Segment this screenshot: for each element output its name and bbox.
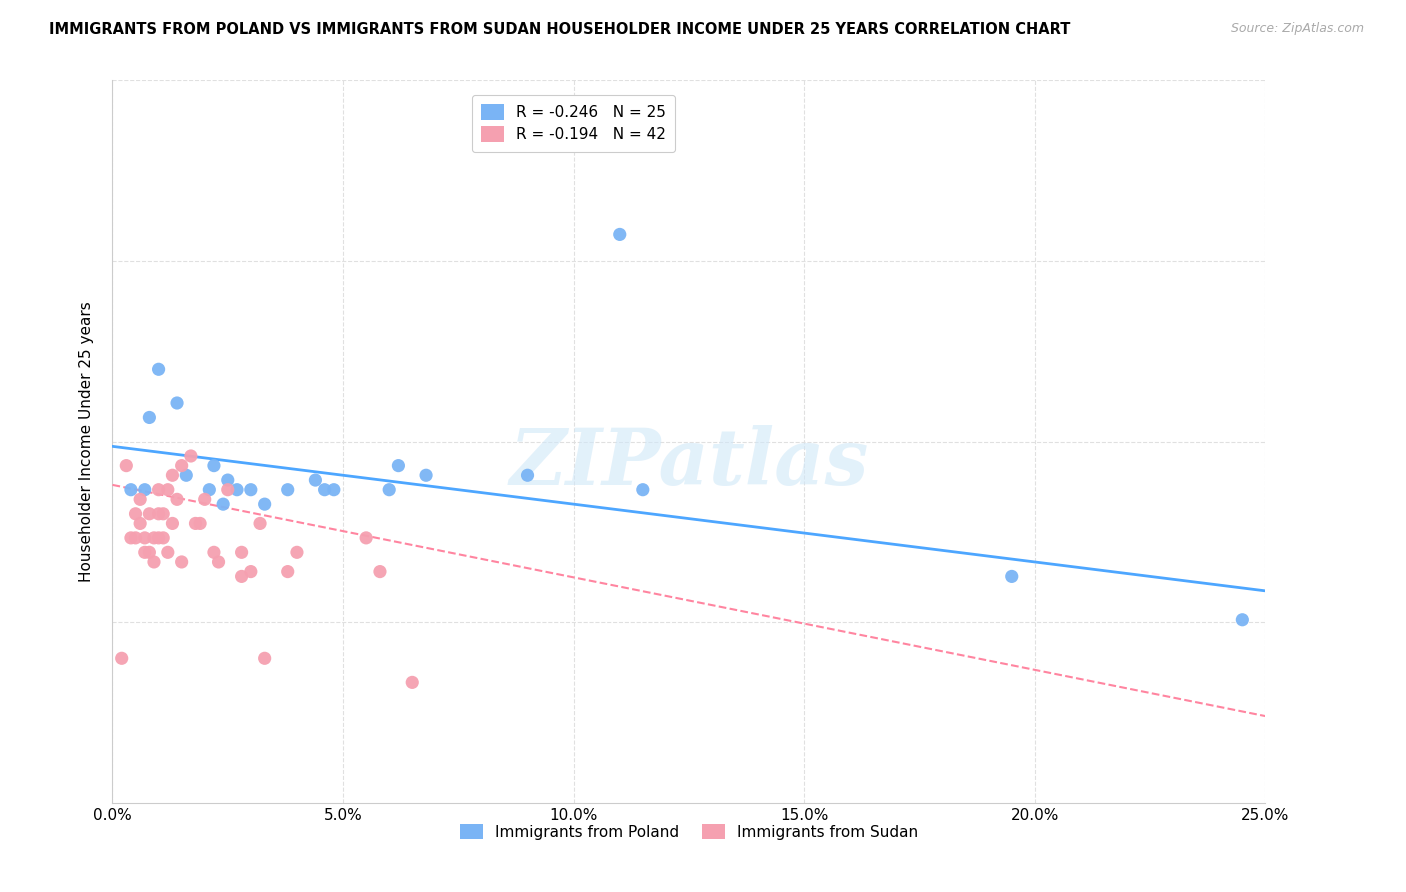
Point (166, 492, 188, 507)
Point (170, 555, 193, 569)
Point (156, 545, 179, 559)
Point (202, 545, 225, 559)
Point (152, 531, 174, 545)
Point (415, 468, 437, 483)
Point (304, 473, 326, 487)
Point (120, 531, 142, 545)
Point (609, 227, 631, 242)
Point (129, 516, 152, 531)
Point (184, 516, 207, 531)
Point (170, 458, 193, 473)
Point (180, 449, 202, 463)
Point (1001, 569, 1024, 583)
Point (212, 497, 235, 511)
Point (217, 483, 239, 497)
Point (124, 531, 146, 545)
Point (314, 483, 336, 497)
Point (148, 362, 170, 376)
Point (166, 396, 188, 410)
Point (134, 531, 156, 545)
Point (194, 492, 217, 507)
Point (368, 565, 391, 579)
Point (631, 483, 654, 497)
Point (207, 555, 229, 569)
Point (378, 483, 401, 497)
Point (156, 483, 179, 497)
Point (231, 569, 253, 583)
Point (253, 497, 276, 511)
Point (226, 483, 249, 497)
Point (253, 651, 276, 665)
Point (115, 458, 138, 473)
Point (1232, 613, 1254, 627)
Point (277, 565, 299, 579)
Point (277, 483, 299, 497)
Point (516, 468, 538, 483)
Point (162, 516, 184, 531)
Point (174, 468, 197, 483)
Point (285, 545, 308, 559)
Text: ZIPatlas: ZIPatlas (509, 425, 869, 501)
Point (129, 492, 152, 507)
Point (148, 483, 170, 497)
Point (239, 565, 262, 579)
Point (231, 545, 253, 559)
Point (120, 483, 142, 497)
Point (134, 483, 156, 497)
Point (322, 483, 344, 497)
Point (188, 516, 211, 531)
Point (354, 531, 377, 545)
Point (138, 507, 160, 521)
Point (217, 473, 239, 487)
Point (152, 507, 174, 521)
Point (148, 507, 170, 521)
Point (249, 516, 271, 531)
Point (138, 410, 160, 425)
Point (138, 545, 160, 559)
Point (143, 531, 166, 545)
Point (148, 531, 170, 545)
Point (124, 507, 146, 521)
Text: IMMIGRANTS FROM POLAND VS IMMIGRANTS FROM SUDAN HOUSEHOLDER INCOME UNDER 25 YEAR: IMMIGRANTS FROM POLAND VS IMMIGRANTS FRO… (49, 22, 1070, 37)
Point (401, 675, 423, 690)
Text: Source: ZipAtlas.com: Source: ZipAtlas.com (1230, 22, 1364, 36)
Point (202, 458, 225, 473)
Point (134, 545, 156, 559)
Point (239, 483, 262, 497)
Point (143, 555, 166, 569)
Point (387, 458, 409, 473)
Point (111, 651, 134, 665)
Y-axis label: Householder Income Under 25 years: Householder Income Under 25 years (79, 301, 94, 582)
Legend: Immigrants from Poland, Immigrants from Sudan: Immigrants from Poland, Immigrants from … (454, 818, 924, 846)
Point (198, 483, 221, 497)
Point (162, 468, 184, 483)
